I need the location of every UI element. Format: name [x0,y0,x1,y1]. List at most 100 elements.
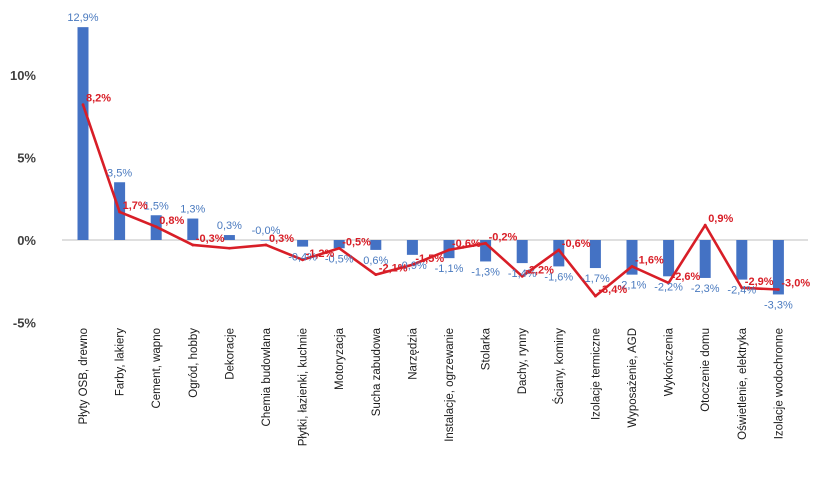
bar [77,27,89,241]
x-tick-label: Płyty OSB, drewno [78,328,90,425]
line-point [703,223,707,227]
bar [187,218,199,240]
line-point [264,243,268,247]
x-tick-label: Chemia budowlana [261,327,273,426]
line-data-label: 0,8% [159,215,184,227]
bar-data-label: 0,3% [217,220,242,232]
bar [333,240,345,249]
line-point [81,103,85,107]
bar [480,240,492,262]
x-tick-label: Motoryzacja [334,327,346,390]
bar-data-label: -3,3% [764,299,793,311]
line-point [337,246,341,250]
bar-data-label: -0,4% [288,252,317,264]
line-point [118,210,121,214]
line-data-label: -3,4% [598,284,627,296]
line-data-label: -1,5% [415,253,444,265]
bar-data-label: -2,1% [618,280,647,292]
line-data-label: -0,3% [196,233,225,245]
y-axis-ticks: -5% 0% 5% 10% [10,68,36,331]
bar-data-label: -2,3% [691,283,720,295]
line-point [191,243,195,247]
line-point [301,258,304,262]
bar [589,240,601,269]
bar-data-label: -1,3% [471,266,500,278]
line-data-label: 0,9% [708,213,733,225]
line-data-label: -0,2% [489,231,518,243]
line-data-label: 1,7% [123,200,148,212]
x-tick-label: Instalacje, ogrzewanie [444,328,456,442]
line-series [81,103,780,298]
bar-data-label: -1,7% [581,273,610,285]
line-point [228,246,231,250]
bar-data-label: -0,9% [398,260,427,272]
line-data-label: -0,6% [562,238,591,250]
bar-data-label: -1,6% [544,271,573,283]
bar-data-label: 1,3% [180,204,205,216]
line-point [740,286,744,290]
line-point [374,273,378,277]
bar [223,235,235,240]
x-tick-label: Ogród, hobby [188,328,200,398]
bar [406,240,418,255]
bar [553,240,565,267]
x-tick-label: Izolacje termiczne [590,328,602,420]
line-data-label: -1,2% [306,248,335,260]
bar [370,240,382,250]
x-tick-label: Oświetlenie, elektryka [737,327,749,439]
line-data-label: -0,6% [452,238,481,250]
y-tick-label: 0% [17,233,36,248]
bar-data-label: -2,4% [727,285,756,297]
bar-data-label: 12,9% [67,12,98,24]
bar [663,240,675,277]
line-point [594,294,597,298]
line-data-label: -2,6% [672,271,701,283]
line-path [81,104,779,298]
x-tick-label: Narzędzia [407,327,419,379]
line-data-label: 0,3% [269,233,294,245]
line-point [484,241,487,245]
line-data-label: -2,2% [525,264,554,276]
bar [260,240,272,241]
line-point [777,288,780,291]
x-tick-label: Sucha zabudowa [371,327,383,416]
bar-data-label: -1,4% [508,268,537,280]
line-data-label: -1,6% [635,254,664,266]
x-tick-label: Dachy, rynny [517,328,529,395]
y-tick-label: 10% [10,68,36,83]
x-tick-label: Otoczenie domu [700,328,712,412]
x-tick-label: Dekoracje [224,328,236,380]
line-point [630,265,634,268]
bar [736,240,748,280]
bar [516,240,528,264]
bar-data-labels: 12,9%3,5%1,5% 1,3%0,3% -0,0%-0,4% -0,5% 0,6%… [67,12,793,311]
bar-data-label: -2,2% [654,281,683,293]
bar-data-label: -0,5% [325,253,354,265]
y-tick-label: -5% [13,316,37,331]
bar-data-label: 1,5% [144,200,169,212]
bar-data-label: 0,6% [363,255,388,267]
bar-data-label: 3,5% [107,167,132,179]
line-data-labels: 8,2%1,7%0,8%-0,3% 0,3%-1,2%-0,5%-2,1%-1,5… [86,93,810,296]
x-tick-label: Cement, wapno [151,328,163,409]
bar [626,240,638,275]
x-tick-label: Ściany, kominy [553,328,566,405]
y-tick-label: 5% [17,151,36,166]
bar [699,240,711,278]
line-data-label: -0,5% [342,236,371,248]
x-tick-label: Wyposażenie, AGD [627,328,639,428]
line-point [667,281,670,285]
line-point [557,248,561,252]
bar-data-label: -0,0% [252,225,281,237]
x-tick-label: Stolarka [481,327,493,370]
bar-data-label: -1,1% [435,263,464,275]
line-point [154,225,158,229]
x-tick-label: Wykończenia [664,327,676,396]
line-point [447,248,451,252]
line-point [411,263,414,267]
line-data-label: -2,1% [379,263,408,275]
line-data-label: 8,2% [86,93,111,105]
line-point [520,274,524,278]
